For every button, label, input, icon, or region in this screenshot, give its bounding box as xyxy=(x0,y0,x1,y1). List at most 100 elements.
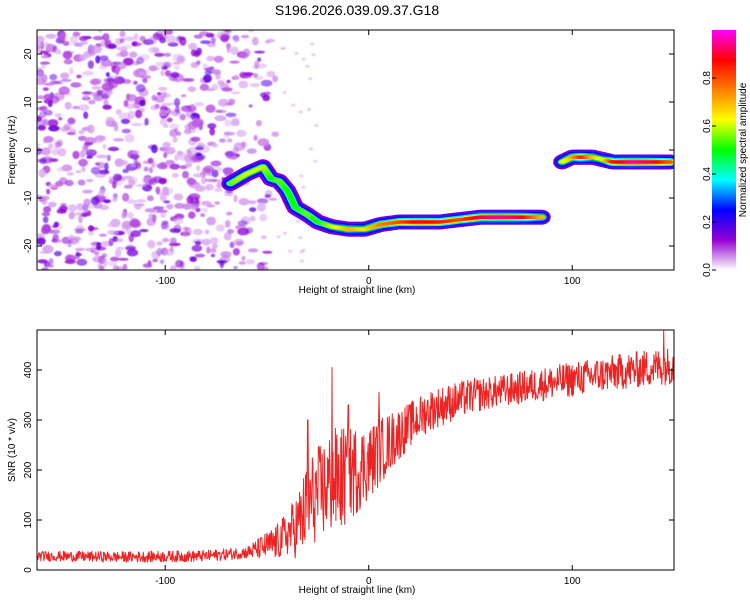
noise-blob xyxy=(41,54,49,59)
noise-blob xyxy=(73,32,81,36)
noise-blob xyxy=(112,180,117,189)
noise-blob xyxy=(83,111,89,119)
noise-blob xyxy=(262,250,273,254)
noise-blob xyxy=(78,129,85,135)
noise-blob xyxy=(181,94,187,98)
noise-blob xyxy=(101,253,108,258)
y-tick-label: 10 xyxy=(23,96,34,108)
noise-blob xyxy=(205,183,214,191)
noise-blob xyxy=(126,103,135,110)
noise-blob xyxy=(56,139,64,147)
spectrogram-image xyxy=(37,30,674,270)
noise-blob xyxy=(189,203,197,211)
noise-blob xyxy=(190,105,197,112)
noise-blob xyxy=(39,50,49,55)
noise-blob xyxy=(311,53,316,57)
noise-blob xyxy=(67,243,72,248)
x-tick-label: 100 xyxy=(564,276,581,287)
noise-blob xyxy=(135,109,143,119)
noise-blob xyxy=(127,212,134,219)
noise-blob xyxy=(160,70,165,77)
noise-blob xyxy=(249,207,257,213)
noise-blob xyxy=(88,99,96,105)
noise-blob xyxy=(107,260,118,267)
noise-blob xyxy=(178,152,189,161)
noise-blob xyxy=(48,264,54,268)
noise-blob xyxy=(115,175,123,181)
noise-blob xyxy=(80,149,86,158)
noise-blob xyxy=(210,160,222,167)
noise-blob xyxy=(87,60,94,69)
y-tick-label: 0 xyxy=(23,567,34,573)
noise-blob xyxy=(268,197,278,201)
noise-blob xyxy=(94,171,107,178)
noise-blob xyxy=(43,82,55,86)
noise-blob xyxy=(60,78,72,82)
noise-blob xyxy=(119,49,129,58)
noise-blob xyxy=(115,246,125,251)
noise-blob xyxy=(201,175,207,185)
noise-blob xyxy=(60,203,67,206)
noise-blob xyxy=(64,101,72,110)
noise-blob xyxy=(62,50,73,60)
noise-blob xyxy=(196,60,201,66)
colorbar: 0.0 0.2 0.4 0.6 0.8 Normalized spectral ampl… xyxy=(702,30,749,277)
noise-blob xyxy=(38,168,47,178)
noise-blob xyxy=(212,69,222,75)
noise-blob xyxy=(136,56,145,65)
noise-blob xyxy=(127,110,136,120)
noise-blob xyxy=(139,35,146,42)
y-tick-label: 0 xyxy=(23,147,34,153)
colorbar-tick-label: 0.8 xyxy=(702,71,713,85)
noise-blob xyxy=(37,237,46,246)
noise-blob xyxy=(169,129,178,138)
noise-blob xyxy=(63,122,73,131)
colorbar-ticks: 0.0 0.2 0.4 0.6 0.8 xyxy=(702,71,716,277)
noise-blob xyxy=(99,55,109,61)
noise-blob xyxy=(98,190,105,197)
noise-blob xyxy=(72,150,80,160)
noise-blob xyxy=(126,249,139,257)
noise-blob xyxy=(157,92,162,96)
noise-blob xyxy=(121,211,127,219)
noise-blob xyxy=(254,50,265,54)
noise-blob xyxy=(299,259,304,263)
noise-blob xyxy=(237,220,248,226)
noise-blob xyxy=(37,107,44,111)
noise-blob xyxy=(165,191,170,197)
noise-blob xyxy=(91,242,98,249)
noise-blob xyxy=(86,210,92,217)
noise-blob xyxy=(173,61,181,65)
noise-blob xyxy=(182,170,189,179)
noise-blob xyxy=(126,94,136,103)
y-tick-label: 200 xyxy=(23,461,34,478)
noise-blob xyxy=(193,34,203,39)
noise-blob xyxy=(44,41,49,47)
noise-blob xyxy=(77,179,86,186)
noise-blob xyxy=(151,94,157,101)
noise-blob xyxy=(229,241,235,248)
page-title: S196.2026.039.09.37.G18 xyxy=(275,2,439,18)
noise-blob xyxy=(40,41,45,49)
noise-blob xyxy=(206,55,216,62)
noise-blob xyxy=(99,233,107,237)
noise-blob xyxy=(158,177,167,185)
noise-blob xyxy=(214,201,220,205)
noise-blob xyxy=(107,230,119,235)
noise-blob xyxy=(124,246,137,251)
noise-blob xyxy=(179,113,186,121)
noise-blob xyxy=(41,212,51,217)
noise-blob xyxy=(298,236,303,240)
noise-blob xyxy=(179,260,185,268)
noise-blob xyxy=(185,227,192,236)
noise-blob xyxy=(194,265,201,270)
noise-blob xyxy=(200,200,212,206)
noise-blob xyxy=(88,230,95,236)
noise-blob xyxy=(82,70,94,76)
noise-blob xyxy=(211,83,219,91)
noise-blob xyxy=(160,91,167,98)
noise-blob xyxy=(194,185,206,192)
noise-blob xyxy=(231,117,240,122)
noise-blob xyxy=(120,118,131,125)
colorbar-scale xyxy=(712,30,736,270)
